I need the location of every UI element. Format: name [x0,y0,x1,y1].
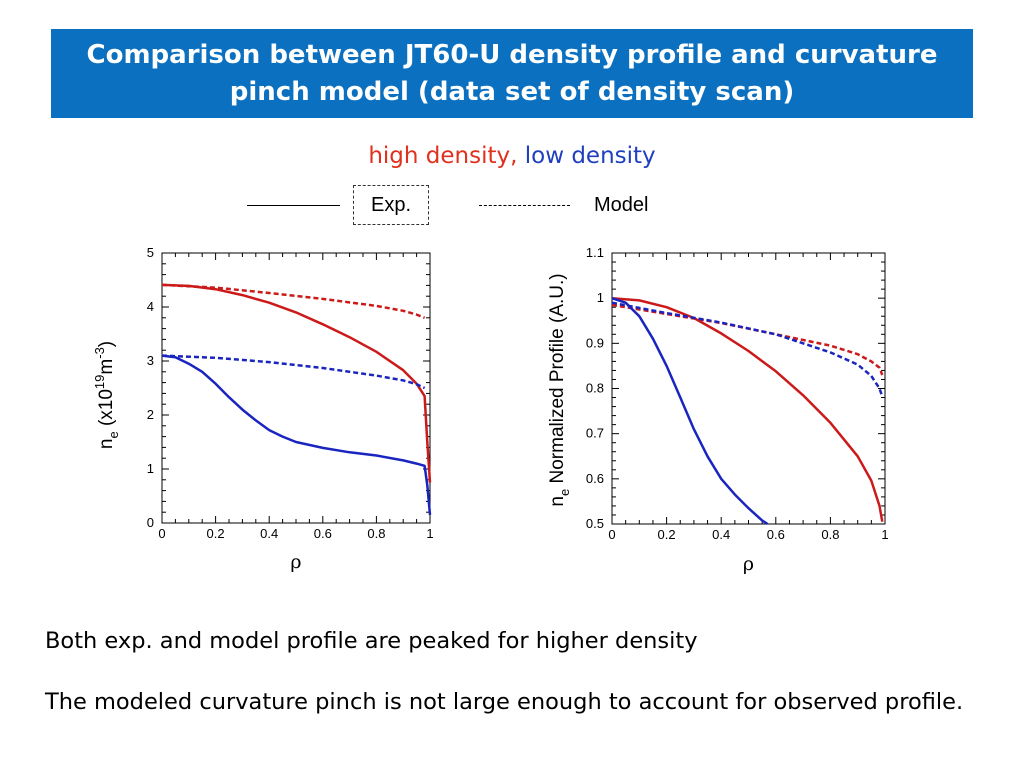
title-banner: Comparison between JT60-U density profil… [51,29,973,118]
x-tick-label: 0 [158,526,165,541]
x-tick-label: 0.8 [821,527,839,542]
subtitle: high density, low density [0,143,1024,169]
legend-model-label: Model [594,194,649,216]
y-tick-label: 3 [147,353,154,368]
series-low-exp-line [161,354,432,516]
plot-frame [161,252,431,524]
y-tick-label: 1.1 [586,245,604,260]
legend-exp-label: Exp. [353,185,429,225]
y-axis-label: ne Normalized Profile (A.U.) [547,273,572,506]
chart-1: 0 0.2 0.4 0.6 0.8 1 0 1 2 3 4 5 ρ ne (x1019m-3) [92,245,434,573]
x-tick-label: 0.6 [767,527,785,542]
y-tick-label: 0.5 [586,516,604,531]
slide-title: Comparison between JT60-U density profil… [86,40,938,107]
x-tick-label: 0.4 [260,526,278,541]
series-low-exp-line [611,297,769,526]
y-tick-label: 0.6 [586,471,604,486]
body-text-1: Both exp. and model profile are peaked f… [45,628,698,654]
x-tick-label: 0.2 [658,527,676,542]
subtitle-high-density: high density, [368,143,518,169]
series-low-model-line [611,301,884,398]
x-tick-label: 0.4 [712,527,730,542]
y-tick-label: 0.7 [586,426,604,441]
series-high-exp-line [611,296,884,522]
chart-2: 0 0.2 0.4 0.6 0.8 1 0.5 0.6 0.7 0.8 0.9 1 1.1 ρ ne Nor… [547,245,889,575]
x-tick-label: 0 [608,527,615,542]
x-tick-label: 0.2 [207,526,225,541]
x-axis-label: ρ [743,553,754,575]
legend-solid-line [247,205,340,206]
x-tick-label: 1 [426,526,433,541]
y-tick-label: 0.9 [586,335,604,350]
series-low-model-line [161,354,426,390]
y-tick-label: 0 [147,515,154,530]
y-tick-label: 5 [147,245,154,260]
subtitle-low-density: low density [524,143,656,169]
x-tick-label: 1 [881,527,888,542]
series-high-model-line [161,283,426,319]
x-tick-label: 0.8 [367,526,385,541]
plot-frame [611,252,886,525]
body-text-2: The modeled curvature pinch is not large… [45,689,964,715]
x-tick-label: 0.6 [314,526,332,541]
y-axis-label: ne (x1019m-3) [92,341,121,449]
y-tick-label: 1 [597,290,604,305]
y-tick-label: 2 [147,407,154,422]
y-tick-label: 4 [147,299,154,314]
series-high-exp-line [161,283,432,483]
x-axis-label: ρ [290,551,301,573]
y-tick-label: 1 [147,461,154,476]
legend-dashed-line [479,205,570,206]
y-tick-label: 0.8 [586,381,604,396]
